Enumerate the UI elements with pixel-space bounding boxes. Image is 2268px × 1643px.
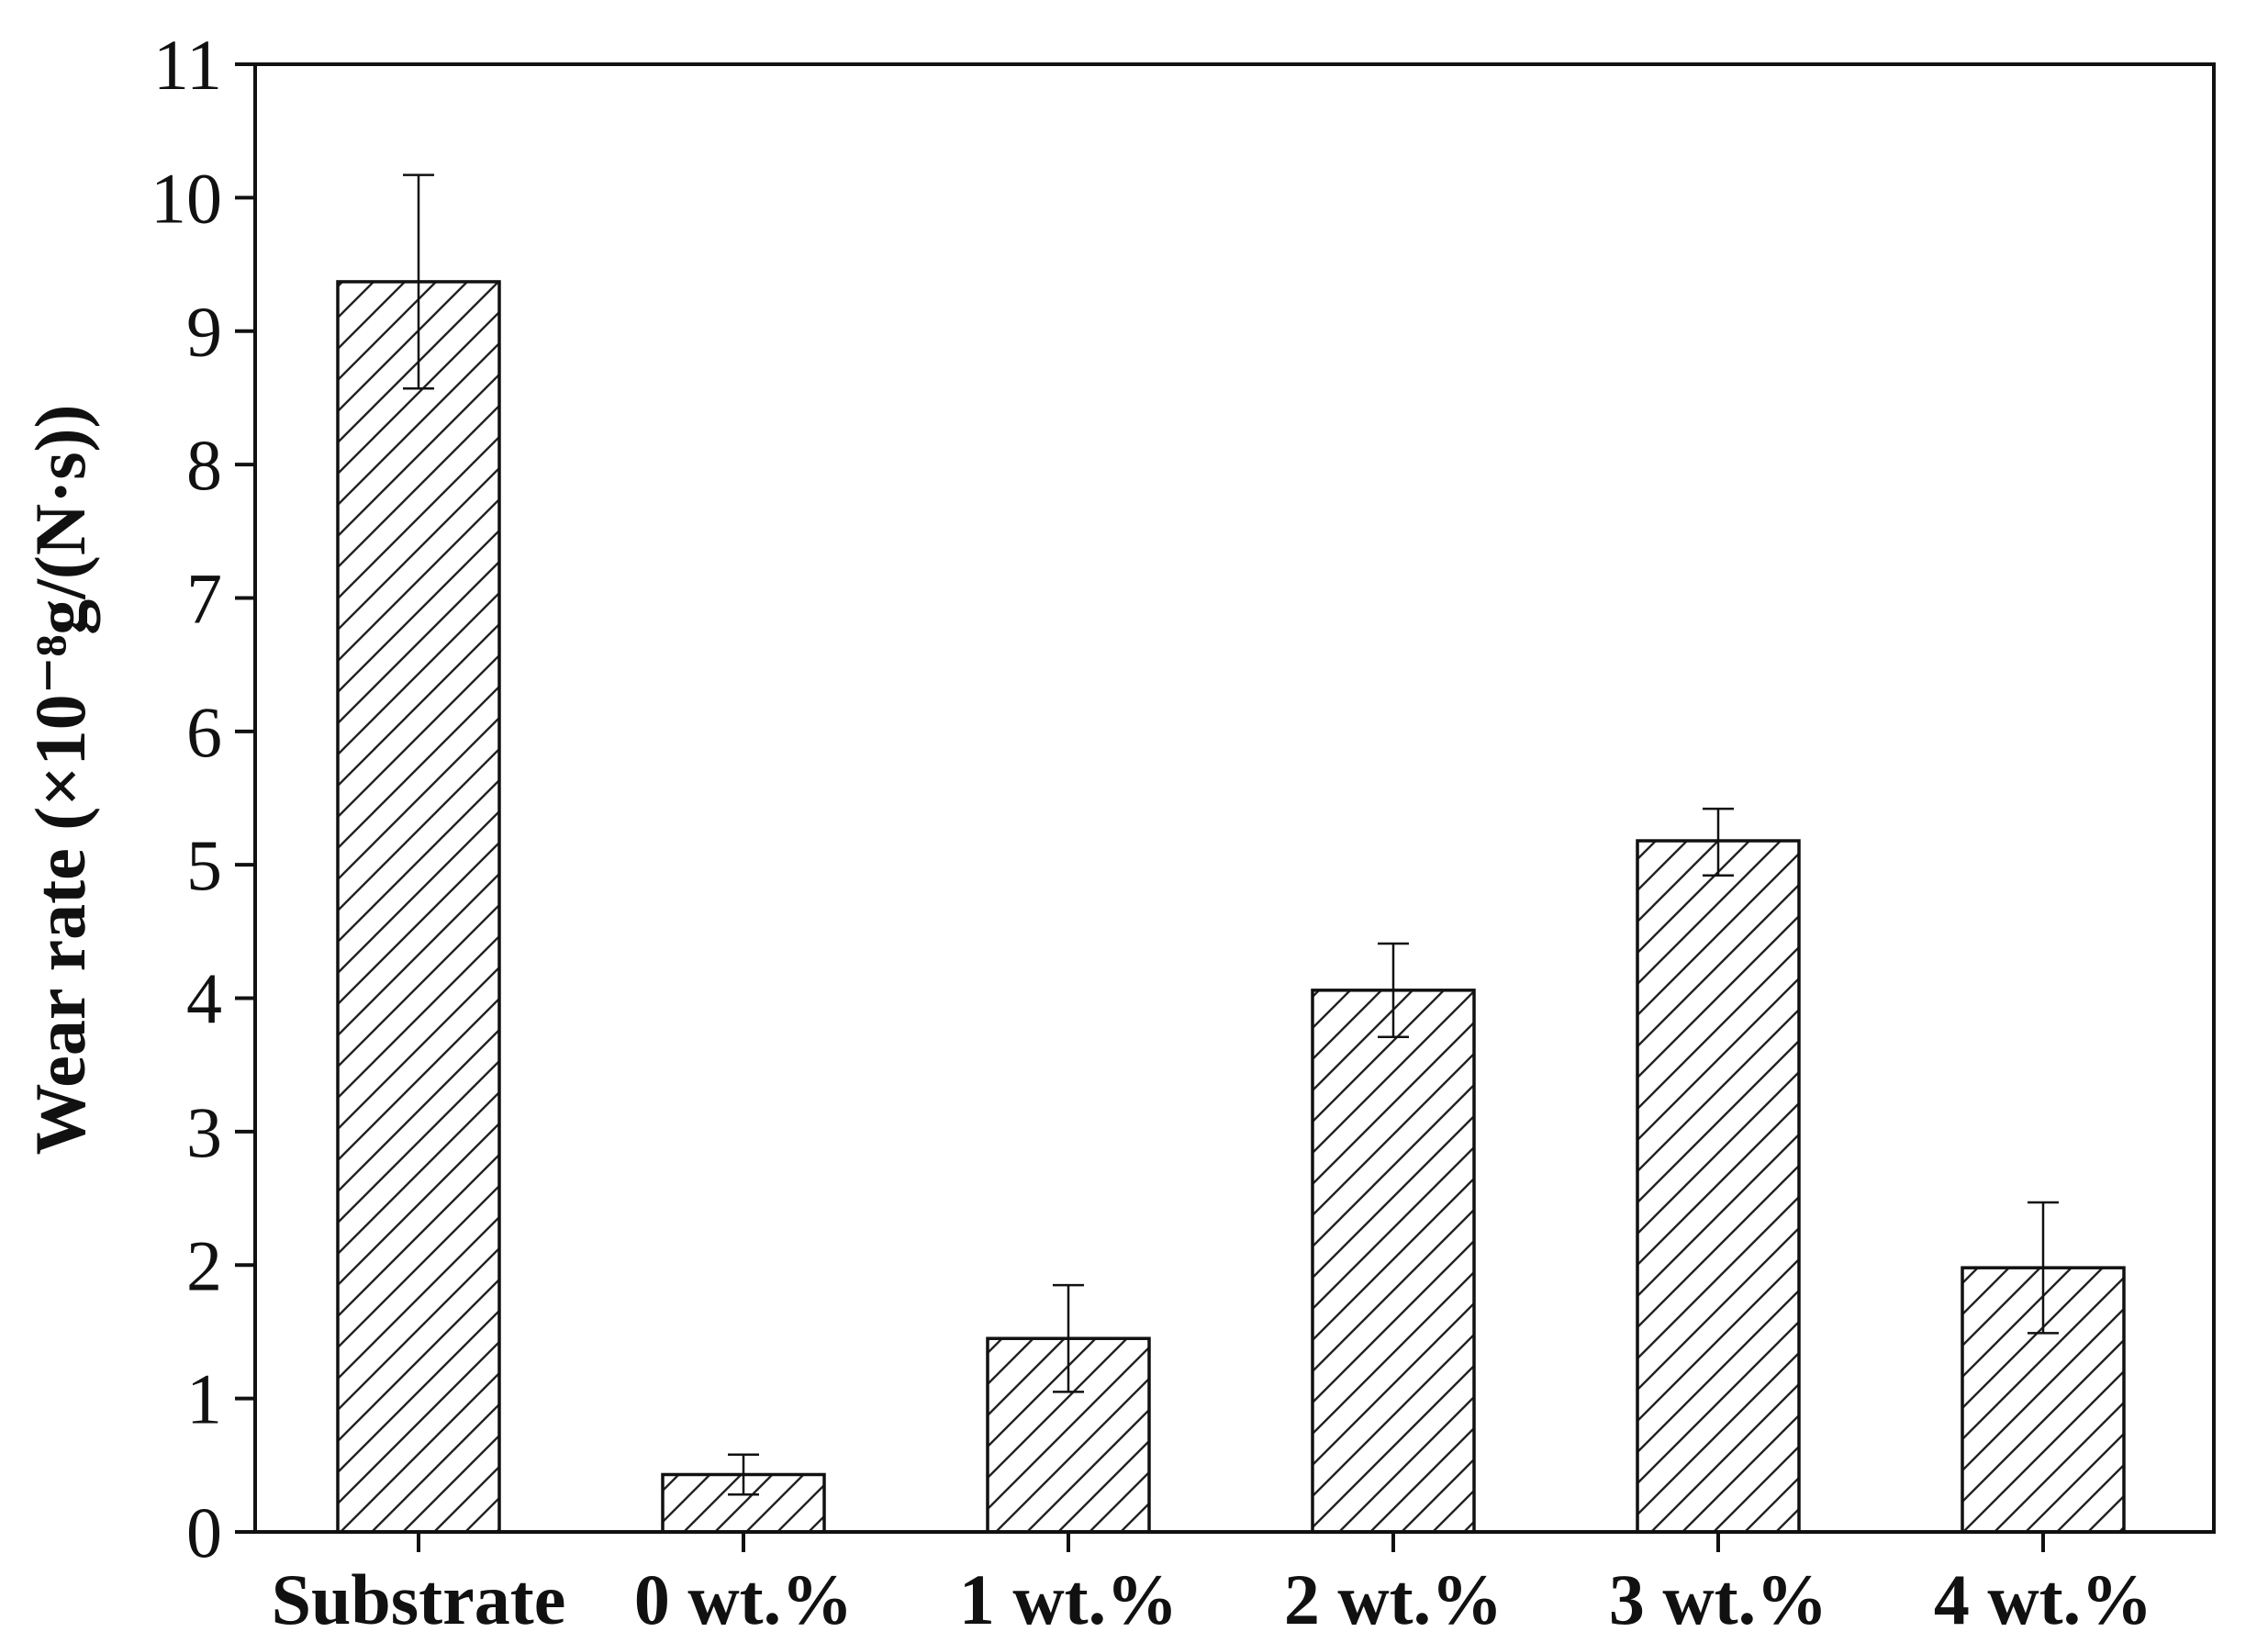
y-tick-label: 0 [186, 1492, 222, 1572]
y-tick-label: 5 [186, 825, 222, 905]
bars-layer [336, 280, 2126, 1534]
y-axis-title: Wear rate (×10⁻⁸g/(N·s)) [20, 404, 100, 1155]
y-tick-label: 9 [186, 292, 222, 372]
y-tick-label: 3 [186, 1092, 222, 1172]
x-category-label: 3 wt.% [1609, 1559, 1827, 1639]
y-axis: 0 1 2 3 4 5 6 7 8 9 10 11 [151, 25, 255, 1572]
y-tick-label: 1 [186, 1359, 222, 1439]
y-tick-label: 11 [153, 25, 222, 105]
x-axis: Substrate 0 wt.% 1 wt.% 2 wt.% 3 wt.% 4 wt.% [272, 1532, 2152, 1639]
y-tick-label: 7 [186, 558, 222, 638]
error-bar-5 [2028, 1201, 2059, 1335]
bar-0 [336, 280, 501, 1534]
bar-3 [1311, 989, 1476, 1534]
x-category-label: 0 wt.% [634, 1559, 853, 1639]
plot-frame [253, 62, 2216, 1534]
error-bar-4 [1703, 807, 1734, 877]
error-bar-0 [403, 173, 434, 390]
x-category-label: 4 wt.% [1934, 1559, 2152, 1639]
y-tick-label: 4 [186, 959, 222, 1039]
bar-4 [1636, 839, 1801, 1534]
x-category-label: 2 wt.% [1284, 1559, 1503, 1639]
error-bars-layer [403, 173, 2059, 1496]
y-tick-label: 6 [186, 692, 222, 772]
y-tick-label: 10 [151, 158, 222, 238]
error-bar-3 [1378, 942, 1409, 1038]
error-bar-2 [1053, 1283, 1084, 1393]
x-category-label: Substrate [272, 1559, 566, 1639]
error-bar-1 [728, 1453, 759, 1496]
y-tick-label: 2 [186, 1225, 222, 1305]
y-tick-label: 8 [186, 425, 222, 505]
x-category-label: 1 wt.% [959, 1559, 1178, 1639]
